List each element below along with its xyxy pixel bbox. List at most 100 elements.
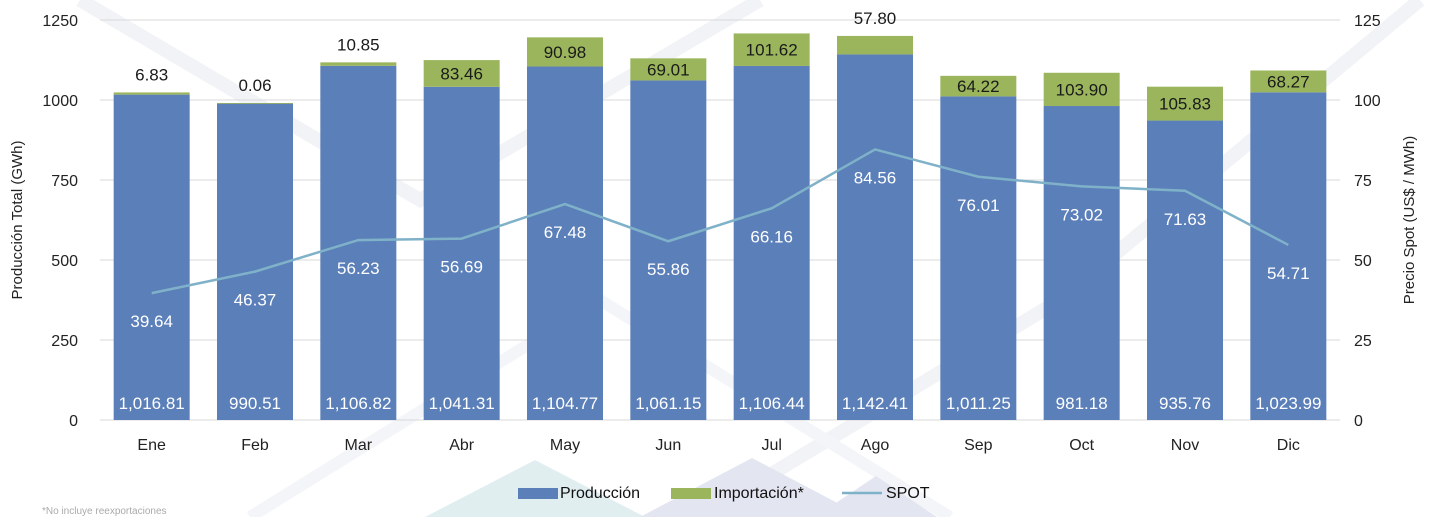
- bar-produccion: [1147, 120, 1223, 421]
- label-importacion: 90.98: [544, 43, 587, 62]
- x-tick-label: Dic: [1277, 437, 1300, 454]
- axes-group: 0 250 500 750 1000 1250 0 25 50 75 100 125 Ene Feb Mar…: [9, 13, 1418, 454]
- legend-label-spot: SPOT: [886, 485, 930, 502]
- y2-tick-label: 25: [1354, 333, 1372, 350]
- y2-tick-label: 0: [1354, 413, 1363, 430]
- label-importacion: 6.83: [135, 65, 168, 84]
- spot-line-group: [151, 148, 1289, 295]
- label-produccion: 1,023.99: [1255, 394, 1321, 413]
- x-tick-label: Jul: [761, 437, 781, 454]
- bar-produccion: [527, 66, 603, 420]
- watermark-triangle: [815, 476, 937, 517]
- bar-produccion: [733, 65, 810, 420]
- bar-importacion: [940, 75, 1017, 97]
- x-tick-label: Abr: [449, 437, 475, 454]
- x-tick-label: Nov: [1171, 437, 1199, 454]
- label-importacion: 69.01: [647, 60, 690, 79]
- label-importacion: 57.80: [854, 9, 897, 28]
- x-tick-label: Sep: [964, 437, 993, 454]
- bar-produccion: [630, 80, 707, 420]
- bar-importacion: [1250, 70, 1327, 93]
- y-tick-label: 500: [51, 253, 78, 270]
- label-produccion: 1,106.44: [739, 394, 805, 413]
- label-produccion: 1,104.77: [532, 394, 598, 413]
- label-produccion: 1,041.31: [429, 394, 495, 413]
- legend-swatch-importacion: [671, 488, 711, 499]
- footnote: *No incluye reexportaciones: [42, 506, 167, 517]
- y-tick-label: 250: [51, 333, 78, 350]
- label-spot: 46.37: [234, 291, 277, 310]
- bar-produccion: [320, 65, 397, 420]
- legend-label-importacion: Importación*: [714, 485, 804, 502]
- y2-tick-label: 50: [1354, 253, 1372, 270]
- bar-importacion: [217, 103, 293, 104]
- x-tick-label: May: [550, 437, 580, 454]
- label-produccion: 981.18: [1056, 394, 1108, 413]
- legend-label-produccion: Producción: [560, 485, 640, 502]
- label-spot: 54.71: [1267, 264, 1310, 283]
- watermark-triangle: [640, 458, 864, 517]
- label-produccion: 1,016.81: [119, 394, 185, 413]
- label-spot: 39.64: [130, 312, 173, 331]
- label-spot: 66.16: [750, 227, 793, 246]
- label-importacion: 103.90: [1056, 80, 1108, 99]
- bar-produccion: [217, 103, 293, 420]
- x-tick-label: Jun: [655, 437, 681, 454]
- label-spot: 73.02: [1060, 205, 1103, 224]
- bar-importacion: [527, 37, 603, 67]
- label-importacion: 105.83: [1159, 95, 1211, 114]
- label-produccion: 1,142.41: [842, 394, 908, 413]
- label-importacion: 68.27: [1267, 72, 1310, 91]
- y2-axis-title: Precio Spot (US$ / MWh): [1401, 136, 1418, 304]
- x-tick-label: Ene: [137, 437, 166, 454]
- bar-produccion: [113, 94, 190, 421]
- bar-importacion: [113, 92, 190, 95]
- label-produccion: 990.51: [229, 394, 281, 413]
- data-labels-group: 1,016.81 6.83 39.64 990.51 0.06 46.37 1,106.82…: [119, 9, 1322, 413]
- label-produccion: 1,011.25: [946, 394, 1011, 413]
- x-tick-label: Feb: [241, 437, 269, 454]
- bar-importacion: [733, 33, 810, 66]
- x-tick-label: Ago: [861, 437, 890, 454]
- y-tick-label: 750: [51, 173, 78, 190]
- y-tick-label: 1000: [42, 93, 78, 110]
- legend-swatch-produccion: [518, 488, 558, 499]
- bar-produccion: [1250, 92, 1327, 421]
- label-importacion: 101.62: [746, 41, 798, 60]
- label-importacion: 10.85: [337, 35, 380, 54]
- gridlines: [100, 19, 1340, 421]
- label-produccion: 1,061.15: [635, 394, 701, 413]
- y2-tick-label: 75: [1354, 173, 1372, 190]
- bar-importacion: [423, 60, 500, 87]
- bar-importacion: [837, 35, 913, 55]
- bar-importacion: [1043, 72, 1120, 107]
- label-spot: 71.63: [1164, 210, 1207, 229]
- y-axis-title: Producción Total (GWh): [9, 141, 26, 300]
- legend: Producción Importación* SPOT: [518, 485, 930, 502]
- y2-tick-label: 100: [1354, 93, 1381, 110]
- bars-group: [113, 33, 1327, 421]
- x-tick-label: Oct: [1069, 437, 1094, 454]
- label-spot: 56.23: [337, 259, 380, 278]
- label-spot: 56.69: [440, 258, 483, 277]
- y-tick-label: 0: [69, 413, 78, 430]
- bar-produccion: [423, 86, 500, 421]
- y-tick-label: 1250: [42, 13, 78, 30]
- x-tick-label: Mar: [345, 437, 373, 454]
- label-spot: 84.56: [854, 168, 897, 187]
- label-spot: 55.86: [647, 260, 690, 279]
- bar-produccion: [837, 54, 913, 420]
- label-importacion: 0.06: [238, 76, 271, 95]
- label-importacion: 83.46: [440, 64, 483, 83]
- bar-importacion: [320, 62, 397, 66]
- bar-importacion: [630, 58, 707, 81]
- bar-importacion: [1147, 86, 1223, 121]
- label-produccion: 1,106.82: [325, 394, 391, 413]
- label-spot: 76.01: [957, 196, 1000, 215]
- label-spot: 67.48: [544, 223, 587, 242]
- y2-tick-label: 125: [1354, 13, 1381, 30]
- bar-produccion: [940, 96, 1017, 421]
- spot-line: [151, 148, 1289, 295]
- label-produccion: 935.76: [1159, 394, 1211, 413]
